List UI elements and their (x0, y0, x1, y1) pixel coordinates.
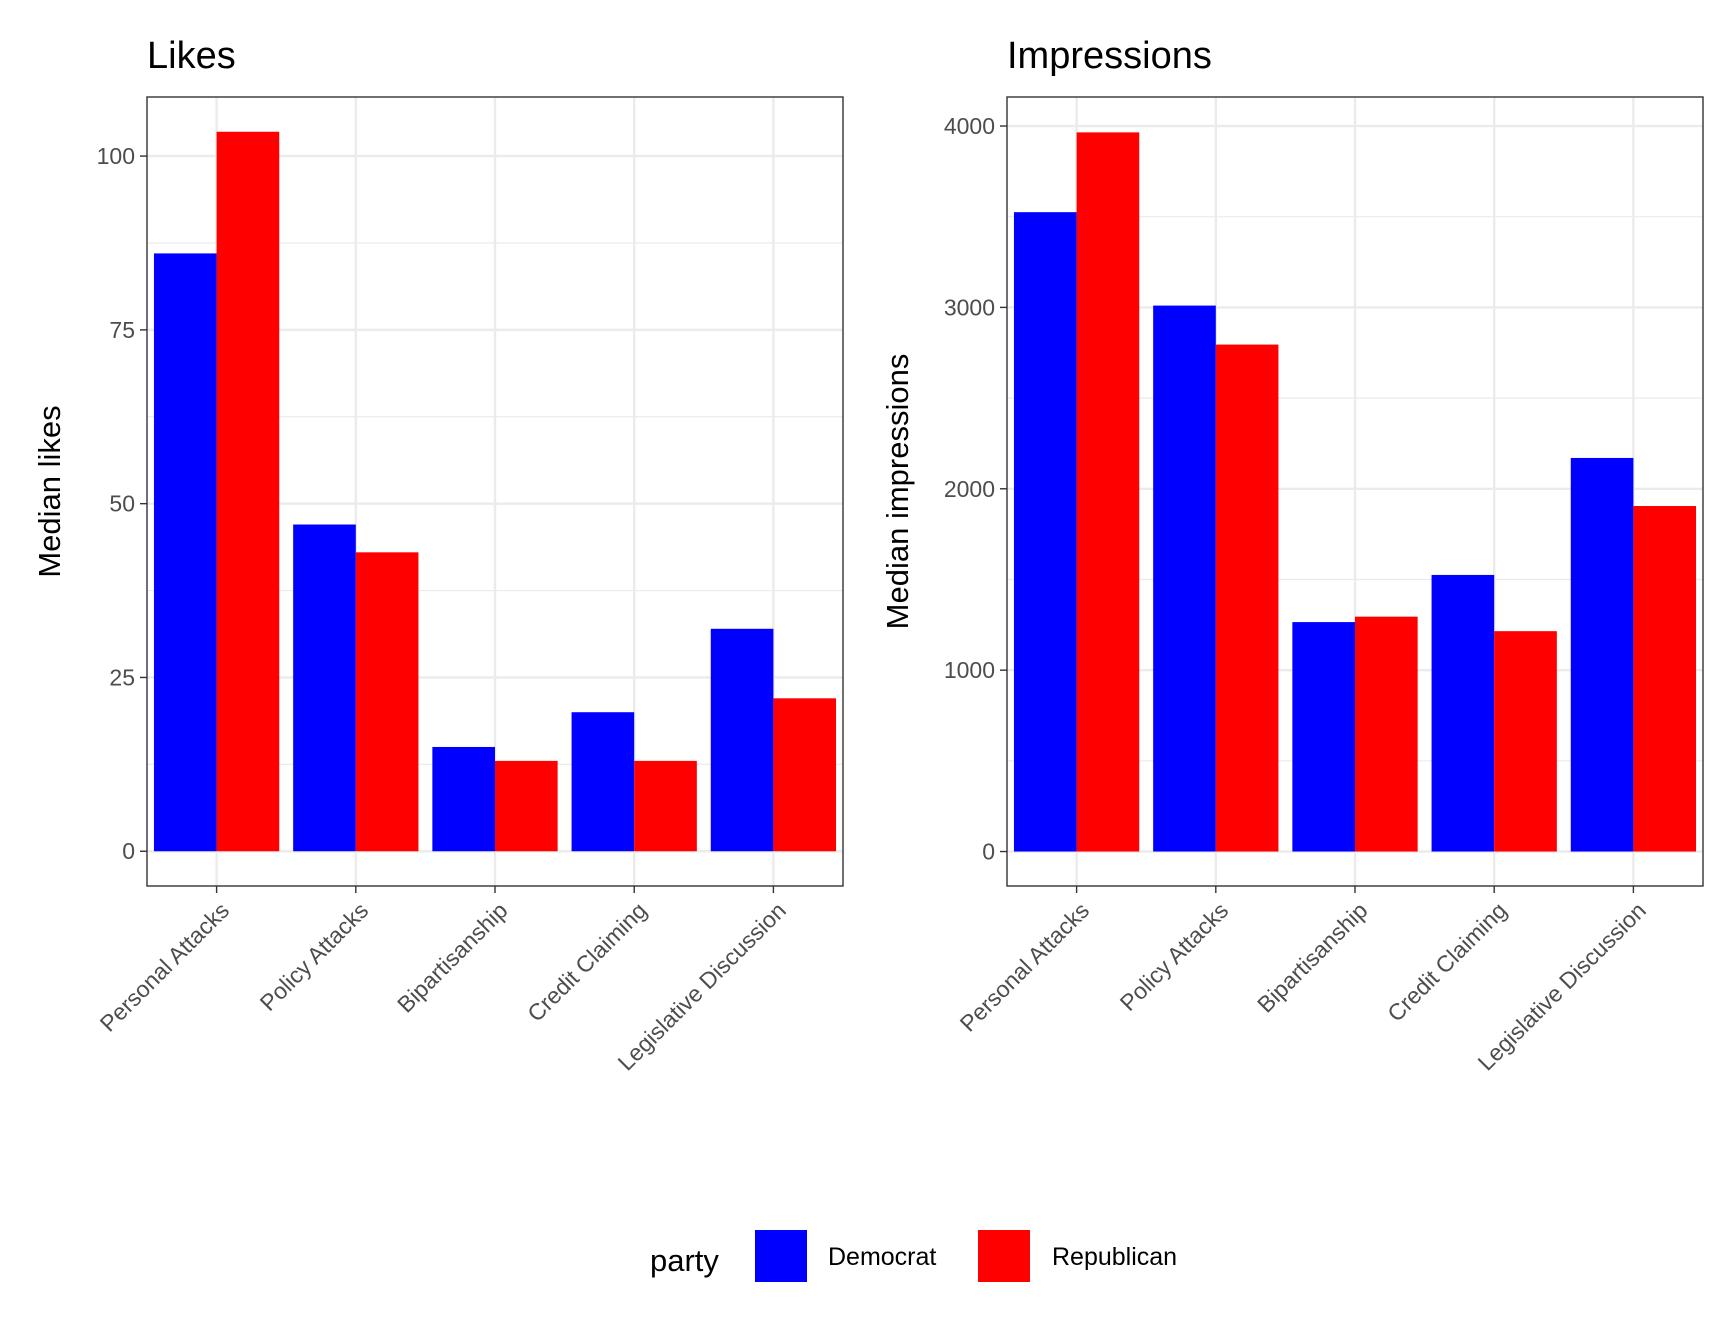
x-tick-label: Policy Attacks (255, 897, 374, 1016)
likes-panel: 0 25 50 75 100 Personal Attacks Policy Attacks… (32, 35, 844, 1076)
y-tick-label: 100 (97, 143, 135, 169)
bar-democrat-credit-claiming (571, 712, 635, 852)
bar-republican-legislative-discussion (773, 698, 837, 852)
bar-democrat-legislative-discussion (710, 628, 774, 852)
bar-democrat-bipartisanship (1292, 622, 1355, 852)
impressions-panel: 0 1000 2000 3000 4000 Personal Attacks Policy … (880, 35, 1704, 1076)
bar-republican-bipartisanship (1355, 616, 1418, 852)
bar-republican-credit-claiming (1494, 631, 1557, 852)
legend: party Democrat Republican (650, 1230, 1177, 1282)
y-tick-label: 25 (109, 664, 135, 690)
y-tick-label: 75 (109, 317, 135, 343)
legend-swatch-republican (978, 1230, 1030, 1282)
bar-democrat-legislative-discussion (1570, 457, 1634, 852)
y-axis-title: Median impressions (880, 354, 915, 630)
panel-title: Likes (147, 35, 236, 77)
legend-label-democrat: Democrat (828, 1243, 936, 1271)
legend-label-republican: Republican (1052, 1243, 1177, 1271)
bar-republican-policy-attacks (1215, 344, 1279, 852)
y-tick-label: 1000 (944, 657, 995, 683)
bar-democrat-personal-attacks (153, 253, 217, 852)
y-tick-label: 0 (122, 838, 135, 864)
y-tick-label: 4000 (944, 113, 995, 139)
bar-republican-credit-claiming (634, 760, 697, 852)
panel-title: Impressions (1007, 35, 1212, 77)
bar-democrat-personal-attacks (1013, 212, 1077, 852)
bar-democrat-credit-claiming (1431, 574, 1495, 852)
bar-democrat-policy-attacks (293, 524, 356, 852)
bar-republican-legislative-discussion (1633, 506, 1697, 852)
x-tick-label: Personal Attacks (955, 897, 1095, 1037)
legend-title: party (650, 1243, 719, 1278)
bar-democrat-bipartisanship (432, 746, 495, 852)
y-tick-label: 0 (982, 839, 995, 865)
x-tick-label: Bipartisanship (392, 897, 513, 1018)
y-axis-title: Median likes (32, 405, 67, 577)
x-tick-label: Credit Claiming (522, 897, 652, 1027)
x-tick-label: Personal Attacks (95, 897, 235, 1037)
bar-republican-personal-attacks (216, 131, 280, 852)
legend-swatch-democrat (755, 1230, 807, 1282)
y-tick-label: 50 (109, 491, 135, 517)
x-tick-label: Credit Claiming (1382, 897, 1512, 1027)
bar-republican-bipartisanship (495, 760, 558, 852)
bar-republican-personal-attacks (1076, 132, 1140, 852)
bar-democrat-policy-attacks (1153, 305, 1216, 852)
y-tick-label: 2000 (944, 476, 995, 502)
x-tick-label: Policy Attacks (1115, 897, 1234, 1016)
bar-republican-policy-attacks (355, 552, 419, 852)
x-tick-label: Bipartisanship (1252, 897, 1373, 1018)
y-tick-label: 3000 (944, 294, 995, 320)
